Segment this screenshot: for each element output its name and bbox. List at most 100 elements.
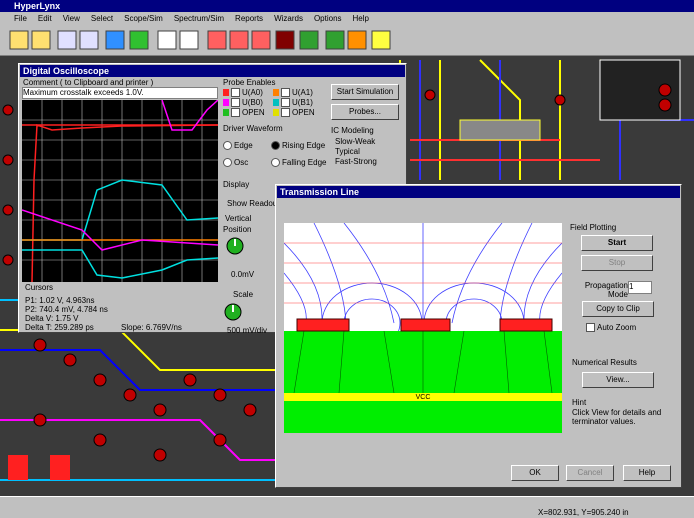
- value: 0.0mV: [231, 270, 255, 279]
- probe-checkbox[interactable]: U(B1): [273, 98, 313, 108]
- group-label: Numerical Results: [572, 358, 637, 367]
- stop-button[interactable]: Stop: [581, 255, 653, 271]
- conductors: [296, 318, 553, 332]
- app-title-bar: HyperLynx: [0, 0, 694, 12]
- label: Edge: [234, 141, 253, 150]
- group-label: Driver Waveform: [223, 124, 283, 133]
- menu-item[interactable]: File: [14, 14, 27, 23]
- vias: [2, 83, 672, 462]
- start-button[interactable]: Start: [581, 235, 653, 251]
- vcc-label: VCC: [416, 394, 431, 401]
- icons[interactable]: [9, 30, 391, 50]
- radio[interactable]: Slow-Weak: [335, 137, 376, 146]
- menu-item[interactable]: Wizards: [274, 14, 303, 23]
- label: Rising Edge: [282, 141, 326, 150]
- menu-item[interactable]: Options: [313, 14, 342, 23]
- label: Auto Zoom: [597, 323, 637, 332]
- menu-item[interactable]: Scope/Sim: [124, 14, 163, 23]
- toolbar: [0, 25, 694, 56]
- dielectric: [284, 401, 562, 433]
- checkbox[interactable]: Show Readout: [227, 199, 280, 208]
- probe-checkbox[interactable]: U(B0): [223, 98, 263, 108]
- label: U(B0): [242, 98, 263, 107]
- probes-button[interactable]: Probes...: [331, 104, 399, 120]
- comment: Maximum crosstalk exceeds 1.0V.: [23, 88, 144, 97]
- label: U(B1): [292, 98, 313, 107]
- cursor-line: P2: 740.4 mV, 4.784 ns: [25, 305, 108, 314]
- cursor-line: Delta V: 1.75 V: [25, 314, 79, 323]
- window-title: Transmission Line: [277, 186, 680, 198]
- status-text: X=802.931, Y=905.240 in: [538, 508, 629, 517]
- comment-field[interactable]: Maximum crosstalk exceeds 1.0V.: [22, 87, 218, 99]
- radio[interactable]: Falling Edge: [271, 158, 327, 168]
- transmission-line-window: Transmission Line VCC Field Plotting Sta…: [275, 184, 682, 488]
- waveform: [161, 100, 218, 131]
- vcc-plane: [284, 393, 562, 401]
- group-label: Field Plotting: [570, 223, 617, 232]
- toolbar-icons: [9, 30, 391, 50]
- probe-checkbox[interactable]: U(A1): [273, 88, 313, 98]
- menu-item[interactable]: Spectrum/Sim: [173, 14, 225, 23]
- app-title: HyperLynx: [14, 1, 61, 11]
- group-label: Probe Enables: [223, 78, 276, 87]
- pad: [50, 455, 70, 480]
- cursor-line: Delta T: 259.289 ps: [25, 323, 94, 332]
- group-label: Scale: [233, 290, 254, 299]
- menu-item[interactable]: Edit: [37, 14, 52, 23]
- waveform: [22, 249, 218, 279]
- mode: 1: [629, 282, 634, 291]
- component: [459, 119, 541, 141]
- label: U(A1): [292, 88, 313, 97]
- radio[interactable]: Rising Edge: [271, 141, 326, 151]
- pad: [8, 455, 28, 480]
- waveform: [31, 123, 218, 282]
- checkbox[interactable]: Auto Zoom: [586, 323, 637, 333]
- radio[interactable]: Edge: [223, 141, 253, 151]
- label: Position: [223, 225, 252, 234]
- field-plot: VCC: [284, 223, 562, 433]
- mode-select[interactable]: 1: [628, 281, 652, 294]
- radio[interactable]: Typical: [335, 147, 360, 156]
- menu-item[interactable]: View: [62, 14, 80, 23]
- probe-checkbox[interactable]: OPEN: [273, 108, 315, 118]
- scope-screen: [22, 100, 218, 282]
- label: Comment ( to Clipboard and printer ): [23, 78, 154, 87]
- ok-button[interactable]: OK: [511, 465, 559, 481]
- radio[interactable]: Fast-Strong: [335, 157, 377, 166]
- waveforms: [22, 100, 218, 282]
- dielectric-lines: [293, 330, 553, 394]
- label: Propagation Mode: [584, 281, 628, 299]
- value: 500 mV/div: [227, 326, 268, 335]
- group-label: Vertical: [225, 214, 252, 223]
- trace: [0, 349, 280, 391]
- slope: Slope: 6.769V/ns: [121, 323, 182, 332]
- group-label: Display: [223, 180, 250, 189]
- label: Osc: [234, 158, 249, 167]
- group-label: Cursors: [25, 283, 54, 292]
- menu-item[interactable]: Reports: [235, 14, 264, 23]
- probe-checkbox[interactable]: OPEN: [223, 108, 265, 118]
- equipotentials: [284, 242, 562, 304]
- help-button[interactable]: Help: [623, 465, 671, 481]
- screen: [22, 100, 218, 282]
- position-knob[interactable]: [225, 236, 245, 256]
- window-title: Digital Oscilloscope: [20, 65, 405, 77]
- probe-checkbox[interactable]: U(A0): [223, 88, 263, 98]
- label: Falling Edge: [282, 158, 327, 167]
- waveform: [22, 209, 218, 251]
- cursor-line: P1: 1.02 V, 4.963ns: [25, 296, 95, 305]
- scrollbar[interactable]: [0, 496, 694, 507]
- view-button[interactable]: View...: [582, 372, 654, 388]
- menu-item[interactable]: Select: [90, 14, 114, 23]
- cancel-button[interactable]: Cancel: [566, 465, 614, 481]
- start-simulation-button[interactable]: Start Simulation: [331, 84, 399, 100]
- copy-button[interactable]: Copy to Clip: [582, 301, 654, 317]
- label: OPEN: [242, 108, 265, 117]
- group-label: Hint: [572, 398, 587, 407]
- radio[interactable]: Osc: [223, 158, 249, 168]
- status-bar: X=802.931, Y=905.240 in: [0, 507, 694, 518]
- group-label: IC Modeling: [331, 126, 374, 135]
- scale-knob[interactable]: [223, 302, 243, 322]
- menu-item[interactable]: Help: [352, 14, 369, 23]
